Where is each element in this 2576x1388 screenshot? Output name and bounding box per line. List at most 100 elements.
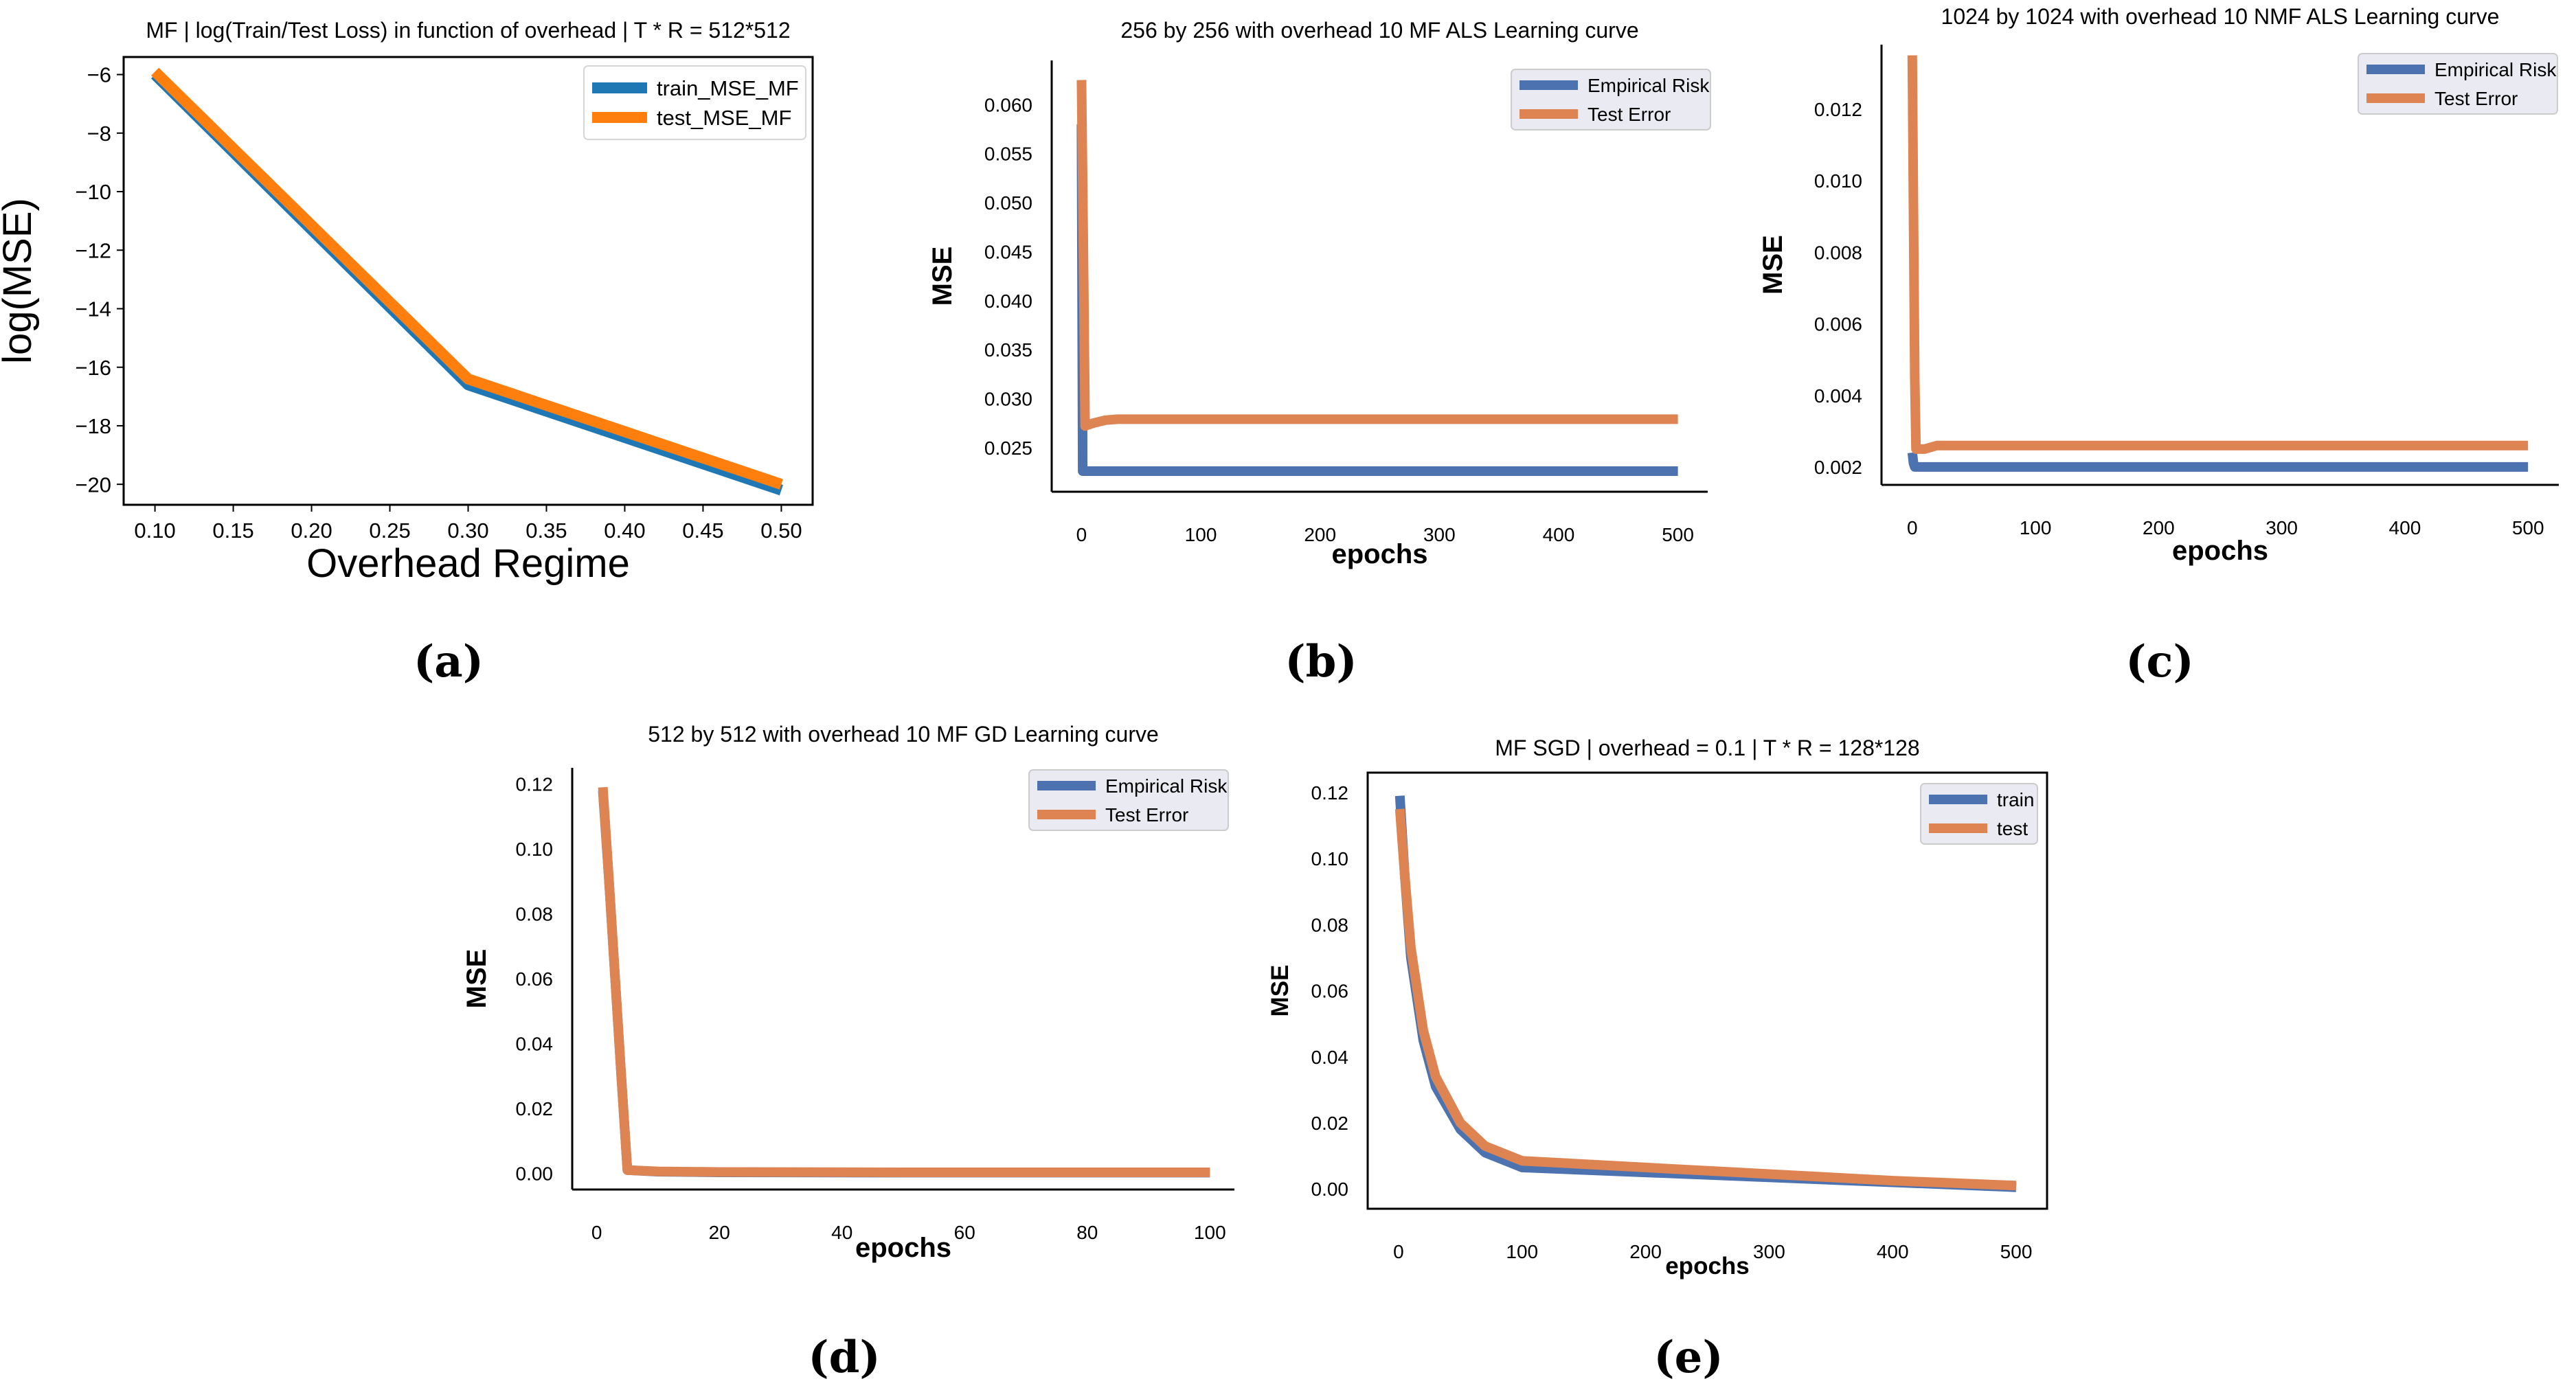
legend-label: Empirical Risk bbox=[1588, 75, 1710, 96]
x-tick-label: 40 bbox=[831, 1222, 852, 1243]
series-line-test-mse-mf bbox=[150, 67, 783, 490]
legend: Empirical Risk Test Error bbox=[1028, 769, 1229, 831]
x-tick-label: 100 bbox=[1185, 524, 1217, 545]
y-tick-label: 0.04 bbox=[1311, 1047, 1349, 1068]
legend: Empirical Risk Test Error bbox=[1511, 69, 1711, 130]
y-tick-label: 0.040 bbox=[984, 291, 1032, 312]
y-tick-label: 0.006 bbox=[1814, 314, 1862, 335]
x-axis-label: epochs bbox=[2172, 536, 2268, 566]
y-tick-label: 0.004 bbox=[1814, 385, 1862, 407]
x-tick-label: 0.30 bbox=[447, 519, 488, 543]
x-tick-label: 80 bbox=[1076, 1222, 1098, 1243]
x-tick-label: 0.20 bbox=[291, 519, 332, 543]
x-tick-label: 0.15 bbox=[212, 519, 253, 543]
x-tick-label: 0.25 bbox=[369, 519, 410, 543]
series-line-test-error bbox=[598, 786, 1210, 1177]
chart-d: 512 by 512 with overhead 10 MF GD Learni… bbox=[462, 722, 1234, 1263]
series-line-test-error bbox=[1907, 55, 2529, 454]
y-tick-label: 0.12 bbox=[1311, 782, 1349, 804]
y-axis-label: MSE bbox=[1267, 965, 1293, 1017]
y-tick-label: −8 bbox=[87, 122, 111, 146]
y-tick-label: 0.08 bbox=[516, 904, 554, 925]
x-tick-label: 0.10 bbox=[134, 519, 175, 543]
y-tick-label: 0.050 bbox=[984, 192, 1032, 214]
y-tick-label: 0.045 bbox=[984, 241, 1032, 262]
x-tick-label: 500 bbox=[1662, 524, 1694, 545]
x-tick-label: 0.35 bbox=[526, 519, 567, 543]
y-tick-label: −14 bbox=[75, 297, 111, 321]
y-tick-label: −20 bbox=[75, 473, 111, 497]
x-tick-label: 200 bbox=[1629, 1241, 1662, 1262]
chart-title: MF SGD | overhead = 0.1 | T * R = 128*12… bbox=[1495, 736, 1919, 760]
y-tick-label: 0.00 bbox=[1311, 1179, 1349, 1200]
y-tick-label: 0.012 bbox=[1814, 99, 1862, 120]
x-tick-label: 0.40 bbox=[604, 519, 645, 543]
x-tick-label: 100 bbox=[1194, 1222, 1226, 1243]
y-tick-label: 0.008 bbox=[1814, 242, 1862, 263]
x-tick-label: 400 bbox=[1543, 524, 1575, 545]
chart-c: 1024 by 1024 with overhead 10 NMF ALS Le… bbox=[1758, 4, 2559, 566]
chart-b: 256 by 256 with overhead 10 MF ALS Learn… bbox=[927, 18, 1711, 569]
x-axis-label: epochs bbox=[1665, 1253, 1750, 1279]
series-line-train bbox=[1394, 795, 2017, 1192]
y-tick-label: 0.12 bbox=[516, 774, 554, 795]
y-tick-label: 0.035 bbox=[984, 339, 1032, 361]
y-tick-label: −16 bbox=[75, 356, 111, 380]
legend: train_MSE_MF test_MSE_MF bbox=[583, 65, 806, 140]
x-tick-label: 60 bbox=[954, 1222, 975, 1243]
x-axis-label: Overhead Regime bbox=[306, 541, 630, 586]
y-tick-label: 0.06 bbox=[1311, 981, 1349, 1002]
y-tick-label: −18 bbox=[75, 414, 111, 438]
y-tick-label: 0.08 bbox=[1311, 914, 1349, 935]
legend-label: train bbox=[1997, 789, 2034, 810]
y-axis-label: MSE bbox=[462, 949, 492, 1009]
y-tick-label: 0.055 bbox=[984, 144, 1032, 165]
chart-title: 1024 by 1024 with overhead 10 NMF ALS Le… bbox=[1941, 4, 2500, 29]
y-tick-label: 0.02 bbox=[1311, 1113, 1349, 1134]
x-axis-label: epochs bbox=[855, 1233, 951, 1263]
legend-label: Empirical Risk bbox=[1105, 775, 1228, 797]
y-axis-label: log(MSE) bbox=[0, 198, 40, 364]
x-tick-label: 0 bbox=[1907, 517, 1918, 538]
legend-label: test bbox=[1997, 818, 2028, 839]
legend-label: Test Error bbox=[1588, 104, 1671, 125]
x-tick-label: 400 bbox=[1877, 1241, 1909, 1262]
subfigure-caption: (d) bbox=[808, 1332, 880, 1383]
chart-e: MF SGD | overhead = 0.1 | T * R = 128*12… bbox=[1267, 736, 2048, 1279]
chart-title: 256 by 256 with overhead 10 MF ALS Learn… bbox=[1120, 18, 1638, 43]
y-tick-label: 0.030 bbox=[984, 388, 1032, 409]
x-tick-label: 500 bbox=[2512, 517, 2544, 538]
x-tick-label: 500 bbox=[2000, 1241, 2033, 1262]
y-tick-label: −6 bbox=[87, 63, 111, 87]
subfigure-caption: (c) bbox=[2125, 636, 2194, 687]
subfigure-caption: (a) bbox=[414, 636, 484, 687]
legend-label: test_MSE_MF bbox=[657, 106, 791, 130]
x-tick-label: 100 bbox=[2020, 517, 2052, 538]
y-tick-label: 0.010 bbox=[1814, 170, 1862, 192]
x-tick-label: 0 bbox=[591, 1222, 602, 1243]
subfigure-caption: (e) bbox=[1653, 1332, 1723, 1383]
x-tick-label: 100 bbox=[1506, 1241, 1538, 1262]
x-tick-label: 0 bbox=[1393, 1241, 1404, 1262]
y-tick-label: 0.00 bbox=[516, 1163, 554, 1184]
y-tick-label: 0.002 bbox=[1814, 457, 1862, 478]
y-tick-label: 0.10 bbox=[1311, 848, 1349, 869]
chart-title: MF | log(Train/Test Loss) in function of… bbox=[146, 18, 790, 43]
x-tick-label: 0 bbox=[1076, 524, 1087, 545]
legend-label: Test Error bbox=[1105, 804, 1188, 826]
legend-label: train_MSE_MF bbox=[657, 76, 799, 100]
y-tick-label: 0.060 bbox=[984, 94, 1032, 115]
x-tick-label: 200 bbox=[1304, 524, 1336, 545]
x-tick-label: 200 bbox=[2143, 517, 2175, 538]
y-tick-label: 0.02 bbox=[516, 1098, 554, 1119]
series-line-empirical-risk bbox=[598, 790, 1210, 1178]
legend-label: Empirical Risk bbox=[2434, 59, 2557, 80]
y-axis-label: MSE bbox=[927, 247, 958, 306]
legend: train test bbox=[1920, 783, 2038, 845]
x-tick-label: 300 bbox=[1753, 1241, 1785, 1262]
series-line-test-error bbox=[1076, 80, 1678, 431]
y-axis-label: MSE bbox=[1758, 235, 1788, 295]
series-line-test bbox=[1394, 808, 2017, 1191]
y-tick-label: −12 bbox=[75, 238, 111, 262]
